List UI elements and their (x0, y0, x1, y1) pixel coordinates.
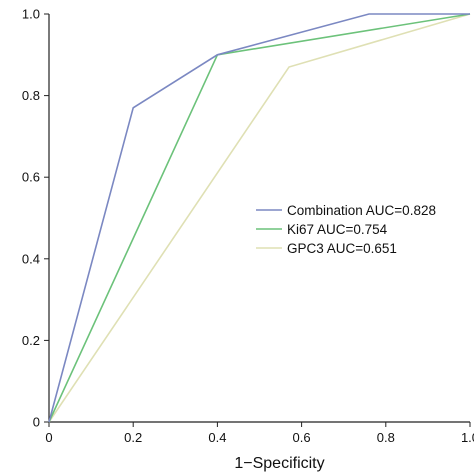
series-line (48, 13, 471, 423)
x-tick-label: 0.4 (208, 430, 226, 445)
series-layer (48, 13, 471, 423)
x-tick-label: 0.8 (377, 430, 395, 445)
x-tick-label: 0 (45, 430, 52, 445)
y-tick-label: 0.2 (22, 333, 40, 348)
y-tick-label: 0.8 (22, 88, 40, 103)
y-tick-label: 0.6 (22, 170, 40, 185)
y-tick-label: 0.4 (22, 251, 40, 266)
axes: 0 0.2 0.4 0.6 0.8 1.0 0 0.2 0.4 0.6 0.8 1.0 (22, 7, 474, 446)
series-line (48, 13, 471, 423)
x-axis-label: 1−Specificity (234, 455, 324, 472)
x-tick-label: 1.0 (461, 430, 474, 445)
x-tick-label: 0.2 (124, 430, 142, 445)
legend: Combination AUC=0.828 Ki67 AUC=0.754 GPC3 … (256, 203, 436, 256)
y-tick-label: 1.0 (22, 7, 40, 22)
series-line (48, 13, 470, 423)
legend-label: GPC3 AUC=0.651 (287, 241, 397, 256)
y-tick-label: 0 (33, 415, 40, 430)
legend-label: Ki67 AUC=0.754 (287, 222, 388, 237)
legend-label: Combination AUC=0.828 (287, 203, 436, 218)
x-tick-label: 0.6 (293, 430, 311, 445)
